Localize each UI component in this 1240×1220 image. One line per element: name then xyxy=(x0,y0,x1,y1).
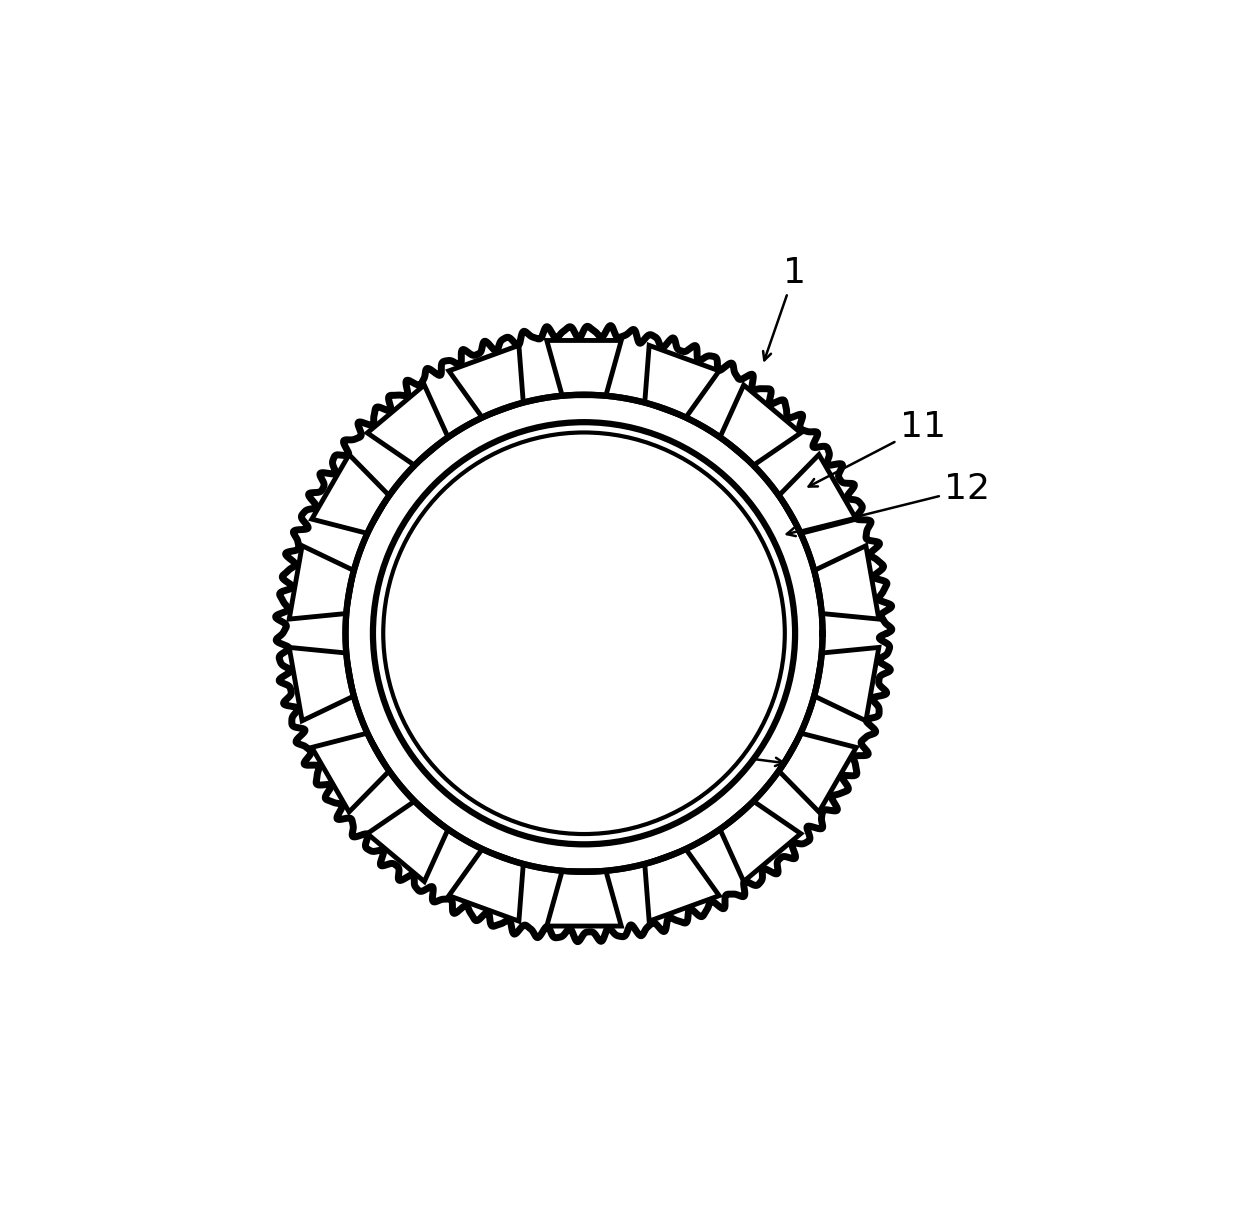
Text: 1: 1 xyxy=(763,256,806,360)
Polygon shape xyxy=(275,326,892,942)
Polygon shape xyxy=(779,733,856,813)
Polygon shape xyxy=(815,545,879,619)
Polygon shape xyxy=(289,648,353,721)
Polygon shape xyxy=(779,455,856,533)
Polygon shape xyxy=(720,386,801,465)
Polygon shape xyxy=(449,345,523,417)
Polygon shape xyxy=(720,802,801,882)
Text: 12: 12 xyxy=(786,472,991,536)
Polygon shape xyxy=(449,849,523,921)
Polygon shape xyxy=(547,340,621,395)
Polygon shape xyxy=(367,386,448,465)
Text: 2: 2 xyxy=(676,589,727,704)
Text: 11: 11 xyxy=(808,410,946,487)
Polygon shape xyxy=(367,802,448,882)
Polygon shape xyxy=(311,455,389,533)
Circle shape xyxy=(373,422,795,844)
Polygon shape xyxy=(815,648,879,721)
Polygon shape xyxy=(645,345,719,417)
Polygon shape xyxy=(645,849,719,921)
Polygon shape xyxy=(311,733,389,813)
Text: 21: 21 xyxy=(556,720,784,766)
Polygon shape xyxy=(547,871,621,926)
Polygon shape xyxy=(289,545,353,619)
